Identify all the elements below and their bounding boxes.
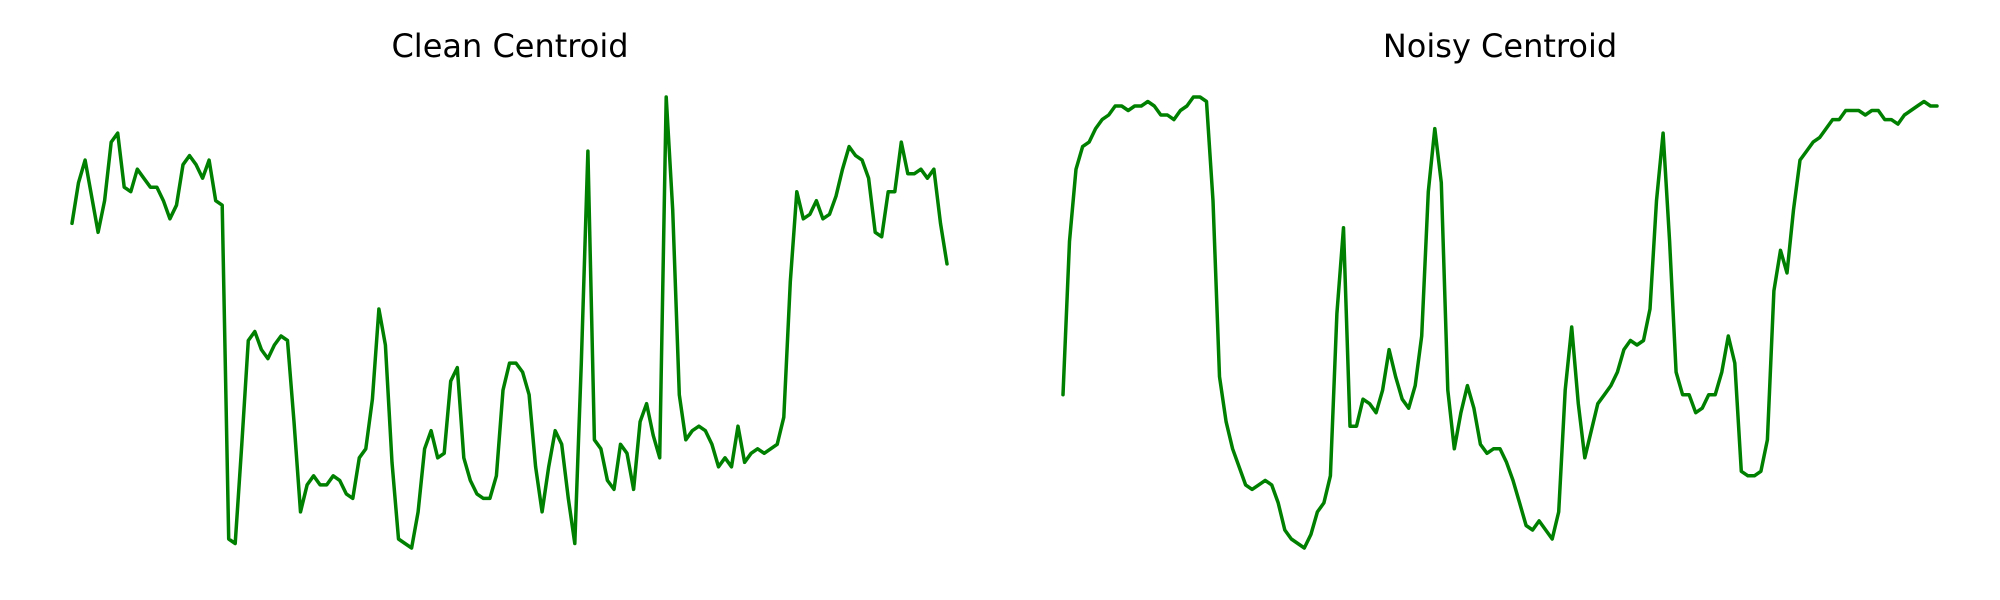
chart-panel-clean: Clean Centroid — [70, 27, 949, 550]
chart-panel-noisy: Noisy Centroid — [1061, 27, 1939, 550]
chart-title-noisy: Noisy Centroid — [1383, 27, 1617, 65]
data-line-clean-centroid — [70, 95, 949, 550]
chart-title-clean: Clean Centroid — [391, 27, 628, 65]
data-line-noisy-centroid — [1061, 95, 1939, 550]
